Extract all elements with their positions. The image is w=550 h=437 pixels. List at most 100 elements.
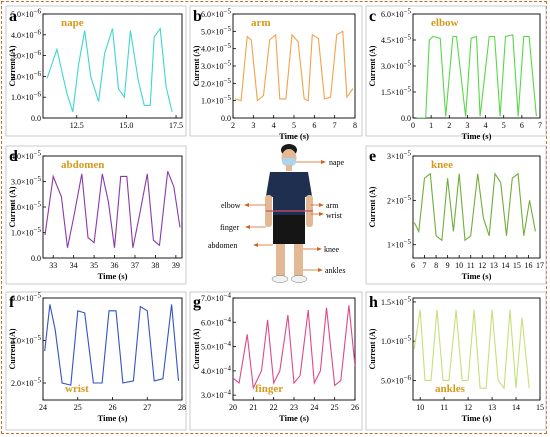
y-tick-label: 2.0×10−5 <box>11 377 41 389</box>
y-tick-label: 0.0 <box>221 114 231 123</box>
x-tick-label: 3 <box>251 121 255 130</box>
panel-letter: f <box>9 294 15 311</box>
panel-letter: g <box>193 294 201 311</box>
x-tick-label: 34 <box>70 261 78 270</box>
x-tick-label: 14 <box>512 403 520 412</box>
panel-d: 33 34 35 36 37 38 39 0.0 1.0×10−5 2.0×10−5 3.0×10−… <box>5 145 187 285</box>
x-tick-label: 25 <box>331 403 339 412</box>
series-line-nape <box>46 27 173 112</box>
panel-letter: d <box>9 148 18 165</box>
x-tick-label: 12 <box>464 403 472 412</box>
plot-area <box>42 13 183 119</box>
x-tick-label: 12 <box>478 261 486 270</box>
y-tick-label: 6.0×10−5 <box>201 8 231 20</box>
plot-area <box>412 13 541 119</box>
panel-letter: c <box>369 8 376 25</box>
x-tick-label: 36 <box>111 261 119 270</box>
series-line-arm <box>234 30 354 102</box>
series-line-elbow <box>416 34 537 118</box>
body-part-arrows: nape elbow arm wrist finger abdomen knee… <box>208 158 345 275</box>
series-line-knee <box>413 172 536 242</box>
y-axis-label: Current (A) <box>368 186 377 227</box>
panel-letter: a <box>9 8 17 25</box>
panel-f-border <box>5 291 187 431</box>
x-tick-label: 15.0 <box>119 121 133 130</box>
y-tick-label: 6.0×10−5 <box>11 292 41 304</box>
y-tick-label: 1.5×10−5 <box>381 295 411 307</box>
x-axis-label: Time (s) <box>98 413 128 423</box>
panel-title: ankles <box>435 383 466 395</box>
x-tick-label: 38 <box>151 261 159 270</box>
y-tick-label: 4.0×10−4 <box>201 364 231 376</box>
x-tick-label: 4 <box>484 121 488 130</box>
x-tick-label: 4 <box>272 121 276 130</box>
x-tick-label: 17.5 <box>169 121 183 130</box>
x-tick-label: 9 <box>446 261 450 270</box>
y-tick-label: 5.0×10−6 <box>381 374 411 386</box>
y-tick-label: 4.5×10−5 <box>381 34 411 46</box>
panel-f: 24 25 26 27 28 2.0×10−5 4.0×10−5 6.0×10−5 Time (… <box>5 291 187 431</box>
y-axis-label: Current (A) <box>8 328 17 369</box>
panel-letter: h <box>369 294 378 311</box>
y-tick-label: 5.0×10−5 <box>201 25 231 37</box>
y-tick-label: 1.0×10−6 <box>11 91 41 103</box>
x-tick-label: 26 <box>109 403 117 412</box>
y-tick-label: 0.0 <box>31 114 41 123</box>
x-tick-label: 33 <box>49 261 57 270</box>
label-finger: finger <box>220 223 239 232</box>
x-tick-label: 6 <box>411 261 415 270</box>
y-tick-label: 4.0×10−5 <box>11 150 41 162</box>
x-tick-label: 8 <box>353 121 357 130</box>
panel-b-border <box>189 5 363 137</box>
y-tick-label: 1.0×10−5 <box>201 94 231 106</box>
panel-e: 6 7 8 9 10 11 12 13 14 15 16 17 1×10−5 2×10−5 3×10−5 Ti… <box>365 145 547 285</box>
x-tick-label: 11 <box>467 261 475 270</box>
x-tick-label: 10 <box>416 403 424 412</box>
x-tick-label: 2 <box>447 121 451 130</box>
label-arm: arm <box>326 201 339 210</box>
panel-b: 2 3 4 5 6 7 8 0.0 1.0×10−5 2.0×10−5 3.0×10−5 4.0×10… <box>189 5 363 141</box>
x-tick-label: 6 <box>520 121 524 130</box>
x-axis-label: Time (s) <box>462 413 492 423</box>
panel-title: knee <box>431 159 453 171</box>
label-nape: nape <box>329 158 345 167</box>
series-line-finger <box>233 305 355 390</box>
plot-area <box>412 297 541 401</box>
panel-title: arm <box>251 17 271 29</box>
y-tick-label: 4.0×10−5 <box>11 334 41 346</box>
x-tick-label: 37 <box>131 261 139 270</box>
label-knee: knee <box>324 245 340 254</box>
panel-a-border <box>5 5 187 137</box>
panel-h-border <box>365 291 547 431</box>
person-right-leg <box>294 244 303 276</box>
person-left-shoe <box>271 275 289 283</box>
series-line-wrist <box>44 304 180 386</box>
x-tick-label: 28 <box>178 403 186 412</box>
x-tick-label: 5 <box>292 121 296 130</box>
y-tick-label: 6.0×10−4 <box>201 316 231 328</box>
y-tick-label: 1.5×10−5 <box>381 86 411 98</box>
panel-title: elbow <box>431 17 459 29</box>
person-right-shoe <box>290 275 308 283</box>
y-axis-label: Current (A) <box>368 45 377 86</box>
x-tick-label: 8 <box>434 261 438 270</box>
y-tick-label: 1×10−5 <box>387 238 411 250</box>
x-tick-label: 24 <box>39 403 47 412</box>
panel-title: nape <box>61 17 84 29</box>
y-tick-label: 5.0×10−4 <box>201 340 231 352</box>
panel-title: finger <box>255 383 283 395</box>
x-tick-label: 13 <box>488 403 496 412</box>
x-axis-label: Time (s) <box>98 271 128 281</box>
x-axis-label: Time (s) <box>279 413 309 423</box>
x-tick-label: 26 <box>351 403 359 412</box>
panel-h: 10 11 12 13 14 15 5.0×10−6 1.0×10−5 1.5×10−5 Time… <box>365 291 547 431</box>
person-shorts <box>273 215 305 244</box>
series-line-abdomen <box>44 171 181 248</box>
panel-c-border <box>365 5 547 137</box>
x-tick-label: 15 <box>513 261 521 270</box>
x-tick-label: 25 <box>74 403 82 412</box>
x-tick-label: 15 <box>536 403 544 412</box>
y-tick-label: 1.0×10−5 <box>11 226 41 238</box>
person-shirt <box>266 172 312 215</box>
